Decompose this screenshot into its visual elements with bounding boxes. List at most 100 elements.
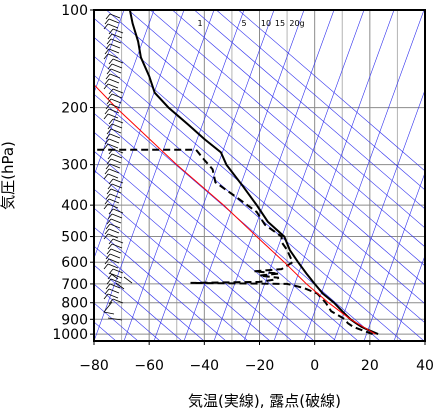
wind-barb xyxy=(109,272,119,280)
wind-barb xyxy=(107,213,113,220)
guide-line xyxy=(94,10,155,177)
wind-barb xyxy=(111,243,123,249)
guide-line xyxy=(243,10,365,341)
wind-barb xyxy=(111,123,123,129)
wind-barb xyxy=(103,173,109,180)
wind-barb xyxy=(110,128,122,134)
wind-barb xyxy=(110,68,122,74)
x-axis-ticks: −80 −60 −40 −20 0 20 40 xyxy=(79,341,434,374)
wind-barb xyxy=(103,53,109,60)
wind-barb xyxy=(106,188,112,195)
wind-barb xyxy=(103,143,109,150)
guide-line xyxy=(94,10,185,260)
x-tick-label: −40 xyxy=(190,358,220,374)
guide-line xyxy=(94,169,293,341)
guide-line xyxy=(213,10,335,341)
wind-barb xyxy=(105,253,111,260)
wind-barb xyxy=(112,58,124,64)
wind-barb xyxy=(103,293,109,300)
wind-barb xyxy=(112,268,124,274)
mixing-ratio-label: 20g xyxy=(289,19,304,28)
wind-barb xyxy=(103,263,109,270)
guide-line xyxy=(123,10,245,341)
guide-line xyxy=(94,55,425,341)
wind-barb xyxy=(107,173,119,179)
wind-barb xyxy=(105,43,111,50)
wind-barb xyxy=(107,233,119,239)
wind-barb xyxy=(108,48,120,54)
wind-barb xyxy=(106,158,112,165)
wind-barb xyxy=(108,238,114,245)
wind-barb xyxy=(104,138,110,145)
guide-line xyxy=(94,188,271,341)
guide-line xyxy=(237,10,425,172)
guide-line xyxy=(105,10,425,286)
guide-line xyxy=(127,10,425,267)
wind-barb xyxy=(107,113,119,119)
wind-barb xyxy=(112,208,124,214)
guide-line xyxy=(149,10,425,248)
y-tick-label: 900 xyxy=(61,312,88,328)
guide-line xyxy=(94,36,425,324)
wind-barb xyxy=(112,298,124,304)
wind-barb xyxy=(111,213,123,219)
x-tick-label: −80 xyxy=(79,358,109,374)
wind-barb xyxy=(108,288,120,294)
wind-barb xyxy=(107,93,113,100)
y-tick-label: 700 xyxy=(61,277,88,293)
wind-barb xyxy=(105,103,111,110)
wind-barb xyxy=(109,163,121,169)
y-tick-label: 400 xyxy=(61,198,88,214)
wind-barb xyxy=(108,108,120,114)
wind-barb xyxy=(107,273,113,280)
wind-barb xyxy=(109,73,121,79)
x-tick-label: 0 xyxy=(310,358,319,374)
wind-barb xyxy=(107,63,113,70)
wind-barb xyxy=(112,88,124,94)
wind-barb xyxy=(111,273,123,279)
series-line-0 xyxy=(128,10,379,336)
wind-barb xyxy=(112,178,124,184)
x-tick-label: −60 xyxy=(134,358,164,374)
wind-barb xyxy=(105,193,111,200)
wind-barb xyxy=(108,258,120,264)
wind-barb xyxy=(104,78,110,85)
wind-barb xyxy=(103,23,109,30)
wind-barb xyxy=(107,143,119,149)
guide-line xyxy=(94,226,227,341)
wind-barb xyxy=(108,18,120,24)
wind-barb xyxy=(109,283,121,289)
guide-line xyxy=(215,10,425,191)
guide-line xyxy=(94,93,381,341)
x-tick-label: 20 xyxy=(361,358,379,374)
wind-barb xyxy=(111,33,123,39)
wind-barb xyxy=(106,98,112,105)
y-tick-label: 500 xyxy=(61,230,88,246)
wind-barb xyxy=(104,48,110,55)
guide-line xyxy=(94,150,315,341)
x-axis-label: 気温(実線), 露点(破線) xyxy=(188,392,341,410)
wind-barb xyxy=(108,138,120,144)
y-axis-label: 気圧(hPa) xyxy=(0,141,17,210)
series-layer xyxy=(94,10,379,336)
wind-barb xyxy=(111,93,123,99)
x-tick-label: −20 xyxy=(245,358,275,374)
wind-barb xyxy=(110,98,122,104)
guide-line xyxy=(94,131,337,341)
wind-barb xyxy=(111,183,123,189)
wind-barb xyxy=(104,168,110,175)
wind-barb xyxy=(112,118,124,124)
y-tick-label: 100 xyxy=(61,3,88,19)
guide-line xyxy=(333,89,425,341)
wind-barb xyxy=(103,203,109,210)
wind-barb xyxy=(103,233,109,240)
wind-barb xyxy=(111,63,123,69)
wind-barb xyxy=(103,301,123,321)
wind-barb xyxy=(110,218,122,224)
wind-barb xyxy=(107,33,113,40)
wind-barb xyxy=(108,168,120,174)
wind-barb xyxy=(110,248,122,254)
wind-barb xyxy=(115,282,125,290)
